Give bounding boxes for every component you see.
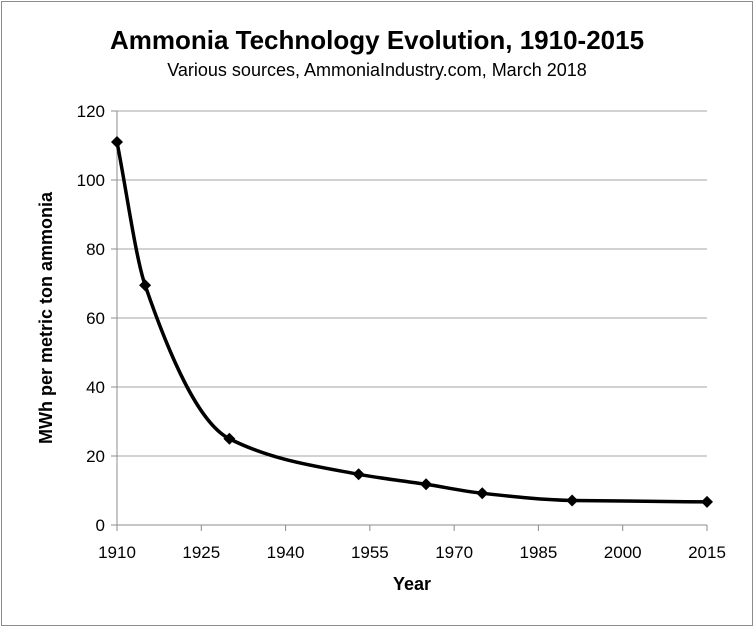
y-tick-label: 80 [86,240,105,259]
y-tick-label: 20 [86,447,105,466]
x-tick-label: 2015 [688,543,726,562]
y-tick-label: 120 [77,102,105,121]
grid-lines [117,110,707,457]
tick-labels: 0 20 40 60 80 100 120 1910 1925 1940 1955 1970 1985 2… [77,102,726,562]
data-point [139,279,152,292]
chart-subtitle: Various sources, AmmoniaIndustry.com, Ma… [167,60,587,80]
x-axis-title: Year [393,574,431,594]
x-tick-label: 1910 [98,543,136,562]
data-point [111,136,123,149]
data-point [223,432,236,445]
chart-title: Ammonia Technology Evolution, 1910-2015 [109,25,645,55]
x-tick-label: 1955 [351,543,389,562]
y-tick-label: 60 [86,309,105,328]
x-tick-label: 1940 [267,543,305,562]
series-line-0 [115,141,708,504]
y-axis-title: MWh per metric ton ammonia [36,191,56,444]
data-point [420,478,433,491]
y-tick-label: 0 [96,516,105,535]
data-point [566,494,579,507]
x-tick-label: 1970 [435,543,473,562]
data-markers [111,136,713,508]
data-point [701,495,713,508]
x-tick-label: 1985 [520,543,558,562]
series [115,141,708,504]
x-tick-label: 1925 [182,543,220,562]
x-tick-label: 2000 [604,543,642,562]
data-point [352,468,365,481]
axes [111,110,708,531]
y-tick-label: 40 [86,378,105,397]
y-tick-label: 100 [77,171,105,190]
data-point [476,487,489,500]
